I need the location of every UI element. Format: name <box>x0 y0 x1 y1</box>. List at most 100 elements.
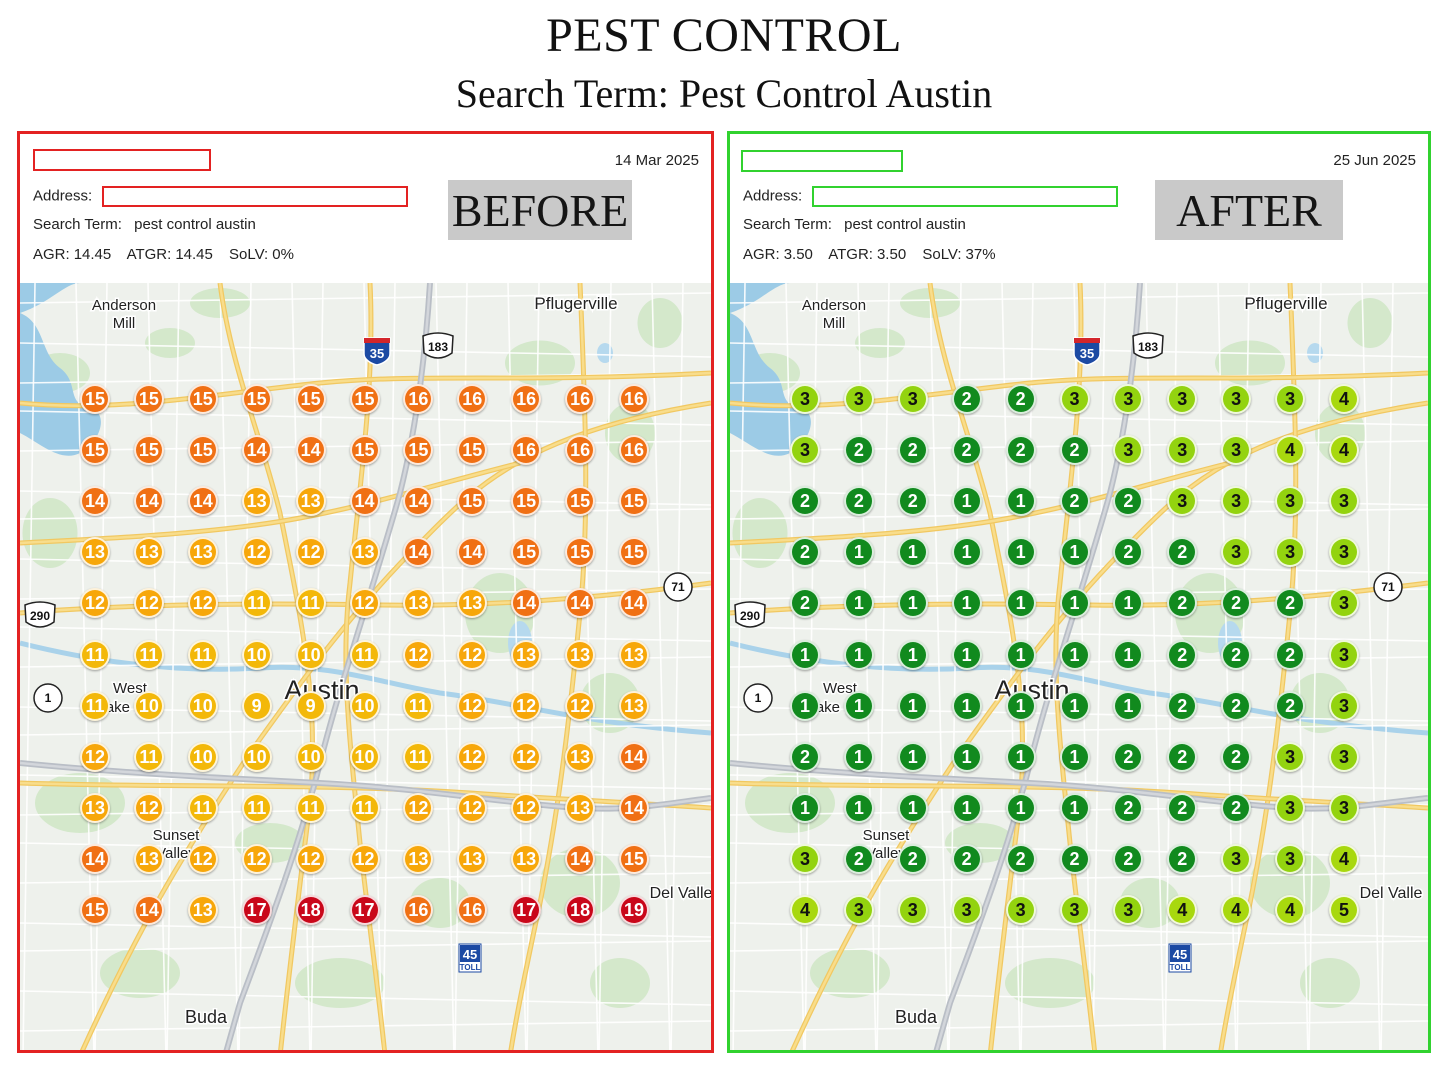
rank-marker[interactable]: 11 <box>295 792 326 823</box>
rank-marker[interactable]: 14 <box>457 537 488 568</box>
rank-marker[interactable]: 15 <box>457 435 488 466</box>
rank-marker[interactable]: 4 <box>1167 895 1198 925</box>
rank-marker[interactable]: 11 <box>295 588 326 619</box>
rank-marker[interactable]: 13 <box>565 792 596 823</box>
rank-marker[interactable]: 15 <box>133 435 164 466</box>
rank-marker[interactable]: 4 <box>1275 435 1306 466</box>
rank-marker[interactable]: 16 <box>511 384 542 414</box>
rank-marker[interactable]: 11 <box>187 639 218 670</box>
rank-marker[interactable]: 1 <box>897 639 928 670</box>
rank-marker[interactable]: 3 <box>790 384 820 414</box>
rank-marker[interactable]: 13 <box>133 537 164 568</box>
rank-marker[interactable]: 4 <box>1275 895 1306 925</box>
rank-marker[interactable]: 3 <box>1329 792 1359 823</box>
rank-marker[interactable]: 2 <box>843 843 874 874</box>
rank-marker[interactable]: 12 <box>80 588 110 619</box>
rank-marker[interactable]: 16 <box>565 435 596 466</box>
rank-marker[interactable]: 12 <box>457 690 488 721</box>
rank-marker[interactable]: 12 <box>457 741 488 772</box>
rank-marker[interactable]: 12 <box>133 792 164 823</box>
rank-marker[interactable]: 12 <box>295 537 326 568</box>
rank-marker[interactable]: 13 <box>511 639 542 670</box>
rank-marker[interactable]: 3 <box>1275 843 1306 874</box>
rank-map[interactable]: Anderson Mill Pflugerville Austin West Lake H… <box>20 283 711 1050</box>
rank-marker[interactable]: 1 <box>843 639 874 670</box>
rank-marker[interactable]: 3 <box>1221 384 1252 414</box>
rank-marker[interactable]: 1 <box>897 792 928 823</box>
rank-marker[interactable]: 2 <box>1167 843 1198 874</box>
rank-marker[interactable]: 13 <box>403 843 434 874</box>
rank-marker[interactable]: 14 <box>295 435 326 466</box>
rank-marker[interactable]: 1 <box>1005 537 1036 568</box>
rank-marker[interactable]: 3 <box>790 435 820 466</box>
rank-marker[interactable]: 15 <box>565 537 596 568</box>
rank-marker[interactable]: 13 <box>187 537 218 568</box>
rank-marker[interactable]: 11 <box>133 741 164 772</box>
rank-marker[interactable]: 9 <box>295 690 326 721</box>
rank-marker[interactable]: 1 <box>1059 690 1090 721</box>
rank-marker[interactable]: 16 <box>565 384 596 414</box>
rank-marker[interactable]: 1 <box>1005 690 1036 721</box>
rank-marker[interactable]: 14 <box>80 486 110 517</box>
rank-marker[interactable]: 11 <box>80 690 110 721</box>
rank-marker[interactable]: 1 <box>951 537 982 568</box>
rank-marker[interactable]: 2 <box>951 384 982 414</box>
rank-marker[interactable]: 13 <box>565 639 596 670</box>
rank-marker[interactable]: 13 <box>457 843 488 874</box>
rank-marker[interactable]: 1 <box>1005 588 1036 619</box>
rank-marker[interactable]: 13 <box>457 588 488 619</box>
rank-marker[interactable]: 12 <box>241 537 272 568</box>
rank-marker[interactable]: 11 <box>241 588 272 619</box>
rank-marker[interactable]: 14 <box>619 588 649 619</box>
rank-marker[interactable]: 16 <box>403 384 434 414</box>
rank-marker[interactable]: 15 <box>80 435 110 466</box>
rank-marker[interactable]: 2 <box>1005 435 1036 466</box>
rank-marker[interactable]: 3 <box>1059 384 1090 414</box>
rank-marker[interactable]: 2 <box>1113 792 1144 823</box>
rank-marker[interactable]: 13 <box>349 537 380 568</box>
rank-marker[interactable]: 10 <box>295 741 326 772</box>
rank-marker[interactable]: 19 <box>619 895 649 925</box>
rank-marker[interactable]: 2 <box>897 486 928 517</box>
rank-marker[interactable]: 2 <box>1113 537 1144 568</box>
rank-marker[interactable]: 15 <box>619 843 649 874</box>
rank-marker[interactable]: 12 <box>349 588 380 619</box>
rank-marker[interactable]: 2 <box>1221 639 1252 670</box>
rank-marker[interactable]: 14 <box>619 741 649 772</box>
rank-marker[interactable]: 13 <box>80 792 110 823</box>
rank-marker[interactable]: 1 <box>897 690 928 721</box>
rank-marker[interactable]: 12 <box>187 588 218 619</box>
rank-marker[interactable]: 15 <box>619 486 649 517</box>
rank-marker[interactable]: 1 <box>1059 792 1090 823</box>
rank-marker[interactable]: 3 <box>1329 639 1359 670</box>
rank-marker[interactable]: 4 <box>790 895 820 925</box>
rank-marker[interactable]: 3 <box>1329 741 1359 772</box>
rank-marker[interactable]: 12 <box>133 588 164 619</box>
rank-marker[interactable]: 14 <box>403 486 434 517</box>
rank-marker[interactable]: 13 <box>187 895 218 925</box>
rank-marker[interactable]: 17 <box>349 895 380 925</box>
rank-marker[interactable]: 3 <box>1113 384 1144 414</box>
rank-marker[interactable]: 3 <box>897 895 928 925</box>
rank-marker[interactable]: 10 <box>349 690 380 721</box>
rank-marker[interactable]: 12 <box>241 843 272 874</box>
rank-marker[interactable]: 13 <box>295 486 326 517</box>
rank-marker[interactable]: 15 <box>187 384 218 414</box>
rank-marker[interactable]: 1 <box>951 588 982 619</box>
rank-marker[interactable]: 3 <box>1167 384 1198 414</box>
rank-marker[interactable]: 1 <box>1113 639 1144 670</box>
rank-marker[interactable]: 2 <box>843 435 874 466</box>
rank-marker[interactable]: 14 <box>565 588 596 619</box>
rank-marker[interactable]: 2 <box>1221 792 1252 823</box>
rank-marker[interactable]: 2 <box>1059 486 1090 517</box>
rank-marker[interactable]: 3 <box>1275 537 1306 568</box>
rank-marker[interactable]: 11 <box>133 639 164 670</box>
rank-marker[interactable]: 14 <box>133 895 164 925</box>
rank-marker[interactable]: 16 <box>403 895 434 925</box>
rank-marker[interactable]: 18 <box>295 895 326 925</box>
rank-marker[interactable]: 2 <box>897 435 928 466</box>
rank-marker[interactable]: 1 <box>951 690 982 721</box>
rank-marker[interactable]: 16 <box>457 895 488 925</box>
rank-marker[interactable]: 14 <box>187 486 218 517</box>
rank-marker[interactable]: 1 <box>897 588 928 619</box>
